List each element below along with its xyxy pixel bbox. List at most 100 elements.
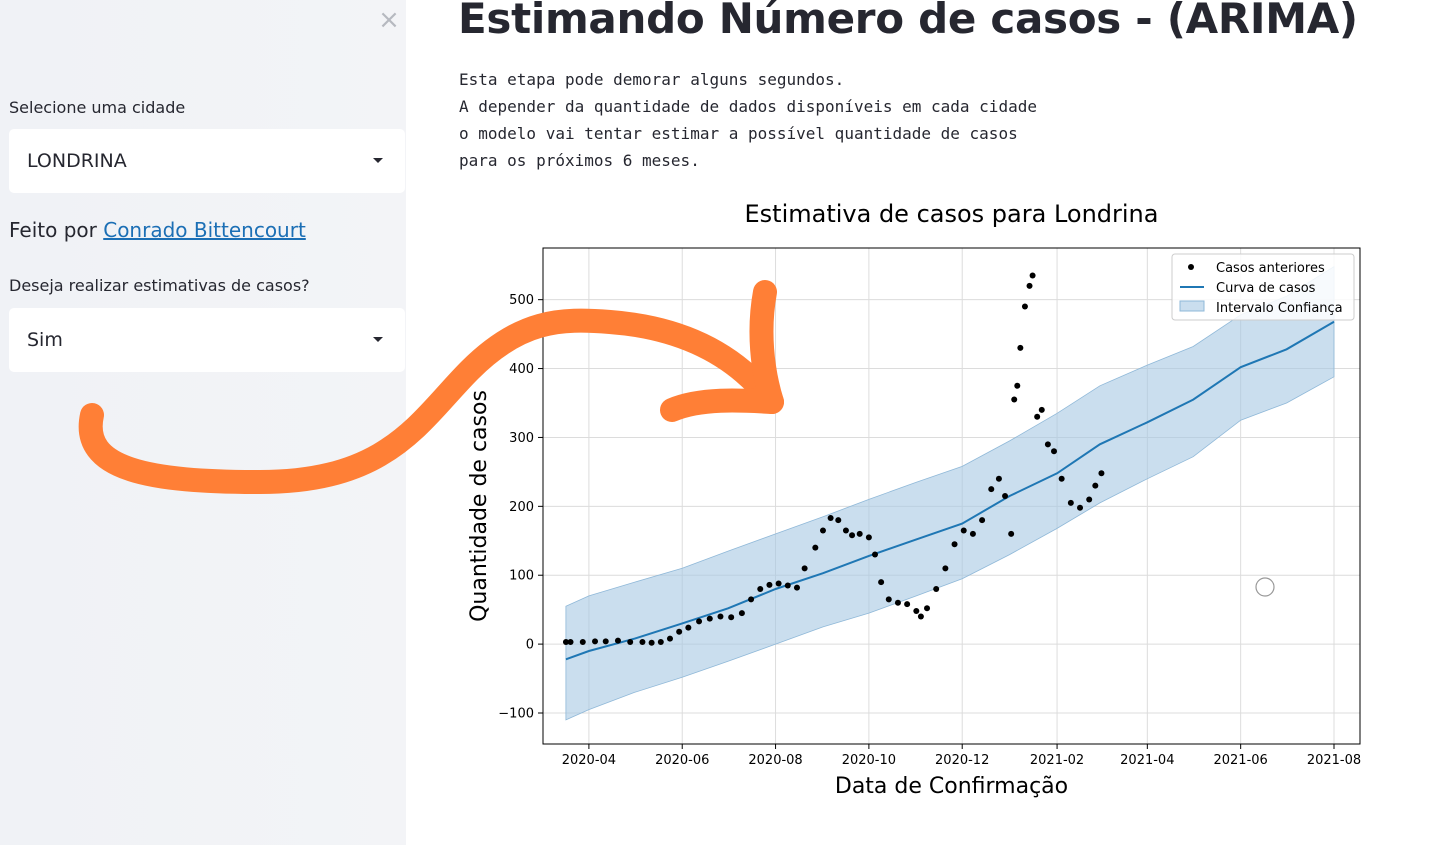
data-point <box>1014 382 1021 389</box>
data-point <box>784 582 791 589</box>
estimate-select[interactable]: Sim <box>9 308 405 372</box>
data-point <box>1077 504 1084 511</box>
data-point <box>842 527 849 534</box>
data-point <box>1017 344 1024 351</box>
data-point <box>995 475 1002 482</box>
y-tick-label: 100 <box>509 569 534 584</box>
plot-frame <box>542 247 1361 745</box>
sidebar: × Selecione uma cidade LONDRINA Feito po… <box>0 0 406 845</box>
data-point <box>1038 406 1045 413</box>
data-point <box>885 596 892 603</box>
data-point <box>1067 499 1074 506</box>
legend-marker-points <box>1188 264 1194 270</box>
close-icon[interactable]: × <box>378 5 400 35</box>
author-link[interactable]: Conrado Bittencourt <box>103 218 306 242</box>
legend-label: Curva de casos <box>1216 281 1316 296</box>
data-point <box>728 614 735 621</box>
legend-marker-band <box>1179 300 1205 312</box>
data-point <box>706 615 713 622</box>
legend-box <box>1171 253 1355 321</box>
x-tick-label: 2020-10 <box>842 753 896 768</box>
data-point <box>942 565 949 572</box>
y-axis-label: Quantidade de casos <box>467 390 492 622</box>
city-select[interactable]: LONDRINA <box>9 129 405 193</box>
data-point <box>801 565 808 572</box>
description-text: Esta etapa pode demorar alguns segundos.… <box>459 70 1037 170</box>
y-tick-label: 500 <box>509 293 534 308</box>
legend-label: Intervalo Confiança <box>1216 301 1343 316</box>
data-point <box>1092 482 1099 489</box>
data-point <box>835 517 842 524</box>
city-select-label: Selecione uma cidade <box>9 98 186 117</box>
city-select-value: LONDRINA <box>27 150 127 172</box>
data-point <box>676 628 683 635</box>
data-point <box>849 532 856 539</box>
data-point <box>827 515 834 522</box>
data-point <box>865 534 872 541</box>
data-point <box>894 599 901 606</box>
x-tick-label: 2021-04 <box>1120 753 1174 768</box>
data-point <box>717 613 724 620</box>
data-point <box>748 596 755 603</box>
y-tick-label: −100 <box>498 707 534 722</box>
x-tick-label: 2021-08 <box>1307 753 1361 768</box>
forecast-chart: Estimativa de casos para Londrina 2020-04… <box>467 200 1361 799</box>
data-point <box>1002 493 1009 499</box>
data-point <box>856 530 863 537</box>
data-point <box>917 613 924 620</box>
data-point <box>567 639 574 646</box>
data-point <box>579 639 586 646</box>
confidence-band <box>565 265 1335 721</box>
data-point <box>666 635 673 642</box>
data-point <box>627 639 634 646</box>
data-point <box>1058 475 1065 482</box>
data-point <box>904 601 911 608</box>
data-point <box>1034 413 1041 420</box>
credits: Feito por Conrado Bittencourt <box>9 218 306 242</box>
data-point <box>979 517 986 524</box>
y-tick-label: 400 <box>509 362 534 377</box>
x-tick-label: 2020-12 <box>935 753 989 768</box>
data-point <box>1051 448 1058 455</box>
data-point <box>1098 470 1105 477</box>
x-axis-label: Data de Confirmação <box>835 774 1068 799</box>
data-point <box>819 527 826 534</box>
y-tick-label: 200 <box>509 500 534 515</box>
data-point <box>969 530 976 537</box>
data-point <box>696 618 703 625</box>
data-point <box>562 639 569 646</box>
forecast-line <box>565 320 1335 661</box>
x-tick-label: 2020-08 <box>748 753 802 768</box>
credits-prefix: Feito por <box>9 218 97 242</box>
data-point <box>757 586 764 592</box>
x-tick-label: 2020-06 <box>655 753 709 768</box>
y-tick-label: 0 <box>526 638 534 653</box>
data-point <box>988 486 995 493</box>
data-point <box>1044 441 1051 448</box>
data-point <box>924 605 931 612</box>
chevron-down-icon <box>373 337 383 342</box>
data-point <box>1021 303 1028 310</box>
cursor-ring-icon <box>1255 577 1275 597</box>
data-point <box>933 586 940 592</box>
page-title: Estimando Número de casos - (ARIMA) <box>458 0 1358 43</box>
data-point <box>685 624 692 631</box>
estimate-select-label: Deseja realizar estimativas de casos? <box>9 276 310 295</box>
data-point <box>1029 272 1036 279</box>
x-tick-label: 2021-02 <box>1030 753 1084 768</box>
data-point <box>1026 282 1033 289</box>
data-point <box>614 637 621 644</box>
data-point <box>951 541 958 548</box>
chevron-down-icon <box>373 158 383 163</box>
y-tick-label: 300 <box>509 431 534 446</box>
data-point <box>602 638 609 645</box>
data-point <box>872 551 879 558</box>
x-tick-label: 2020-04 <box>562 753 616 768</box>
data-point <box>913 608 920 615</box>
data-point <box>648 639 655 646</box>
estimate-select-value: Sim <box>27 329 63 351</box>
data-point <box>738 610 745 617</box>
x-tick-label: 2021-06 <box>1213 753 1267 768</box>
data-point <box>1011 396 1018 403</box>
legend-label: Casos anteriores <box>1216 261 1325 276</box>
